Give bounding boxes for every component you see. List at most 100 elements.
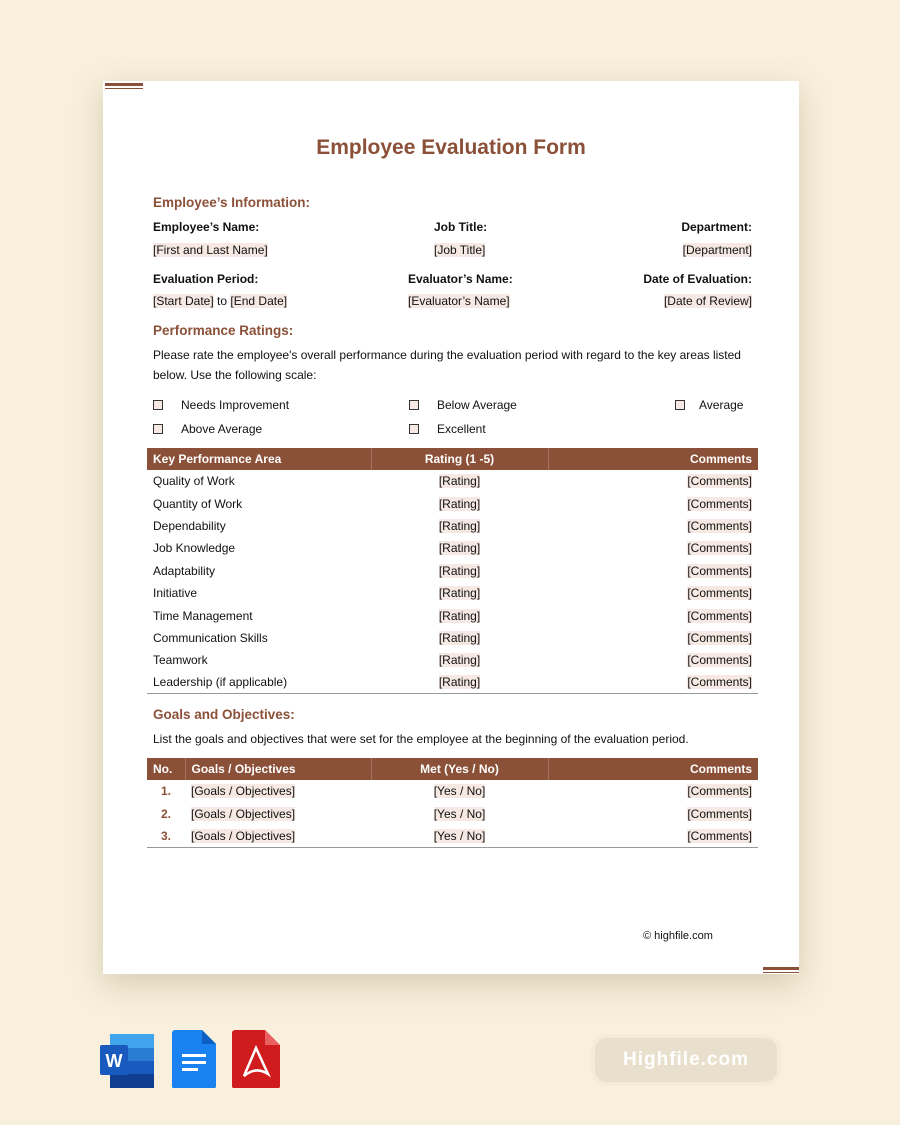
met-cell[interactable]: [Yes / No] (371, 802, 548, 824)
goal-placeholder: [Goals / Objectives] (191, 828, 296, 843)
met-cell[interactable]: [Yes / No] (371, 824, 548, 848)
checkbox[interactable] (409, 400, 419, 410)
goals-table: No. Goals / Objectives Met (Yes / No) Co… (147, 758, 758, 848)
area-cell: Dependability (153, 518, 226, 533)
comments-placeholder: [Comments] (687, 518, 752, 533)
rating-cell[interactable]: [Rating] (371, 537, 548, 559)
area-cell: Communication Skills (153, 630, 268, 645)
rating-placeholder: [Rating] (438, 586, 481, 601)
rating-cell[interactable]: [Rating] (371, 627, 548, 649)
area-cell: Adaptability (153, 563, 216, 578)
rating-cell[interactable]: [Rating] (371, 560, 548, 582)
rating-cell[interactable]: [Rating] (371, 515, 548, 537)
decor-line (763, 967, 799, 970)
column-header: Comments (548, 758, 758, 780)
employee-name-field[interactable]: [First and Last Name] (153, 243, 268, 257)
goal-cell[interactable]: [Goals / Objectives] (185, 780, 371, 802)
column-header: Rating (1 -5) (371, 448, 549, 470)
date-of-review-field[interactable]: [Date of Review] (663, 294, 752, 308)
word-icon[interactable]: W (100, 1030, 156, 1088)
rating-cell[interactable]: [Rating] (371, 671, 548, 695)
checkbox[interactable] (153, 400, 163, 410)
footer-copyright: © highfile.com (643, 930, 713, 942)
rating-placeholder: [Rating] (438, 541, 481, 556)
evaluation-period-field: [Start Date] to [End Date] (153, 294, 288, 308)
rating-placeholder: [Rating] (438, 474, 481, 489)
table-row: Quality of Work [Rating] [Comments] (147, 470, 758, 492)
rating-cell[interactable]: [Rating] (371, 604, 548, 626)
table-row: 1. [Goals / Objectives] [Yes / No] [Comment… (147, 780, 758, 802)
ratings-intro: Please rate the employee's overall perfo… (153, 348, 741, 382)
highfile-watermark[interactable]: Highfile.com (595, 1038, 777, 1082)
scale-option[interactable]: Average (675, 398, 743, 412)
scale-option[interactable]: Excellent (409, 422, 486, 436)
job-title-field[interactable]: [Job Title] (434, 243, 486, 257)
comments-cell[interactable]: [Comments] (548, 671, 758, 695)
department-field[interactable]: [Department] (682, 243, 752, 257)
table-row: Communication Skills [Rating] [Comments] (147, 627, 758, 649)
area-cell: Quality of Work (153, 474, 235, 489)
comments-placeholder: [Comments] (687, 630, 752, 645)
goals-intro: List the goals and objectives that were … (153, 732, 689, 746)
table-row: Dependability [Rating] [Comments] (147, 515, 758, 537)
column-header: Key Performance Area (147, 448, 372, 470)
google-docs-icon[interactable] (172, 1030, 216, 1088)
evaluation-period-label: Evaluation Period: (153, 272, 259, 286)
comments-cell[interactable]: [Comments] (548, 515, 758, 537)
comments-cell[interactable]: [Comments] (548, 780, 758, 802)
table-row: Initiative [Rating] [Comments] (147, 582, 758, 604)
comments-cell[interactable]: [Comments] (548, 802, 758, 824)
rating-placeholder: [Rating] (438, 608, 481, 623)
area-cell: Initiative (153, 586, 198, 601)
rating-placeholder: [Rating] (438, 675, 481, 690)
comments-cell[interactable]: [Comments] (548, 824, 758, 848)
goal-cell[interactable]: [Goals / Objectives] (185, 824, 371, 848)
start-date-field[interactable]: [Start Date] (153, 294, 214, 308)
comments-cell[interactable]: [Comments] (548, 537, 758, 559)
checkbox[interactable] (675, 400, 685, 410)
format-icons: W (100, 1030, 280, 1088)
scale-option[interactable]: Above Average (153, 422, 262, 436)
ratings-table: Key Performance Area Rating (1 -5) Comme… (147, 448, 758, 695)
goal-cell[interactable]: [Goals / Objectives] (185, 802, 371, 824)
goal-number: 2. (160, 806, 171, 821)
comments-cell[interactable]: [Comments] (548, 560, 758, 582)
end-date-field[interactable]: [End Date] (230, 294, 288, 308)
date-of-evaluation-label: Date of Evaluation: (643, 272, 752, 286)
table-row: 3. [Goals / Objectives] [Yes / No] [Comment… (147, 824, 758, 848)
pdf-icon[interactable] (232, 1030, 280, 1088)
met-cell[interactable]: [Yes / No] (371, 780, 548, 802)
scale-option[interactable]: Needs Improvement (153, 398, 289, 412)
rating-cell[interactable]: [Rating] (371, 582, 548, 604)
comments-cell[interactable]: [Comments] (548, 649, 758, 671)
column-header: No. (147, 758, 186, 780)
goals-heading: Goals and Objectives: (153, 707, 295, 722)
goal-placeholder: [Goals / Objectives] (191, 784, 296, 799)
comments-cell[interactable]: [Comments] (548, 604, 758, 626)
table-row: Adaptability [Rating] [Comments] (147, 560, 758, 582)
area-cell: Quantity of Work (153, 496, 243, 511)
met-placeholder: [Yes / No] (433, 784, 486, 799)
table-row: Job Knowledge [Rating] [Comments] (147, 537, 758, 559)
table-row: 2. [Goals / Objectives] [Yes / No] [Comment… (147, 802, 758, 824)
scale-option[interactable]: Below Average (409, 398, 517, 412)
evaluator-name-field[interactable]: [Evaluator’s Name] (408, 294, 510, 308)
area-cell: Teamwork (153, 653, 208, 668)
checkbox[interactable] (409, 424, 419, 434)
comments-cell[interactable]: [Comments] (548, 470, 758, 492)
document-page: Employee Evaluation Form Employee’s Info… (103, 81, 799, 974)
comments-cell[interactable]: [Comments] (548, 627, 758, 649)
table-row: Teamwork [Rating] [Comments] (147, 649, 758, 671)
employee-name-label: Employee’s Name: (153, 220, 260, 234)
comments-placeholder: [Comments] (687, 541, 752, 556)
area-cell: Job Knowledge (153, 541, 236, 556)
rating-cell[interactable]: [Rating] (371, 492, 548, 514)
rating-cell[interactable]: [Rating] (371, 649, 548, 671)
comments-cell[interactable]: [Comments] (548, 492, 758, 514)
comments-placeholder: [Comments] (687, 828, 752, 843)
comments-cell[interactable]: [Comments] (548, 582, 758, 604)
checkbox[interactable] (153, 424, 163, 434)
rating-cell[interactable]: [Rating] (371, 470, 548, 492)
comments-placeholder: [Comments] (687, 675, 752, 690)
column-header: Goals / Objectives (185, 758, 372, 780)
